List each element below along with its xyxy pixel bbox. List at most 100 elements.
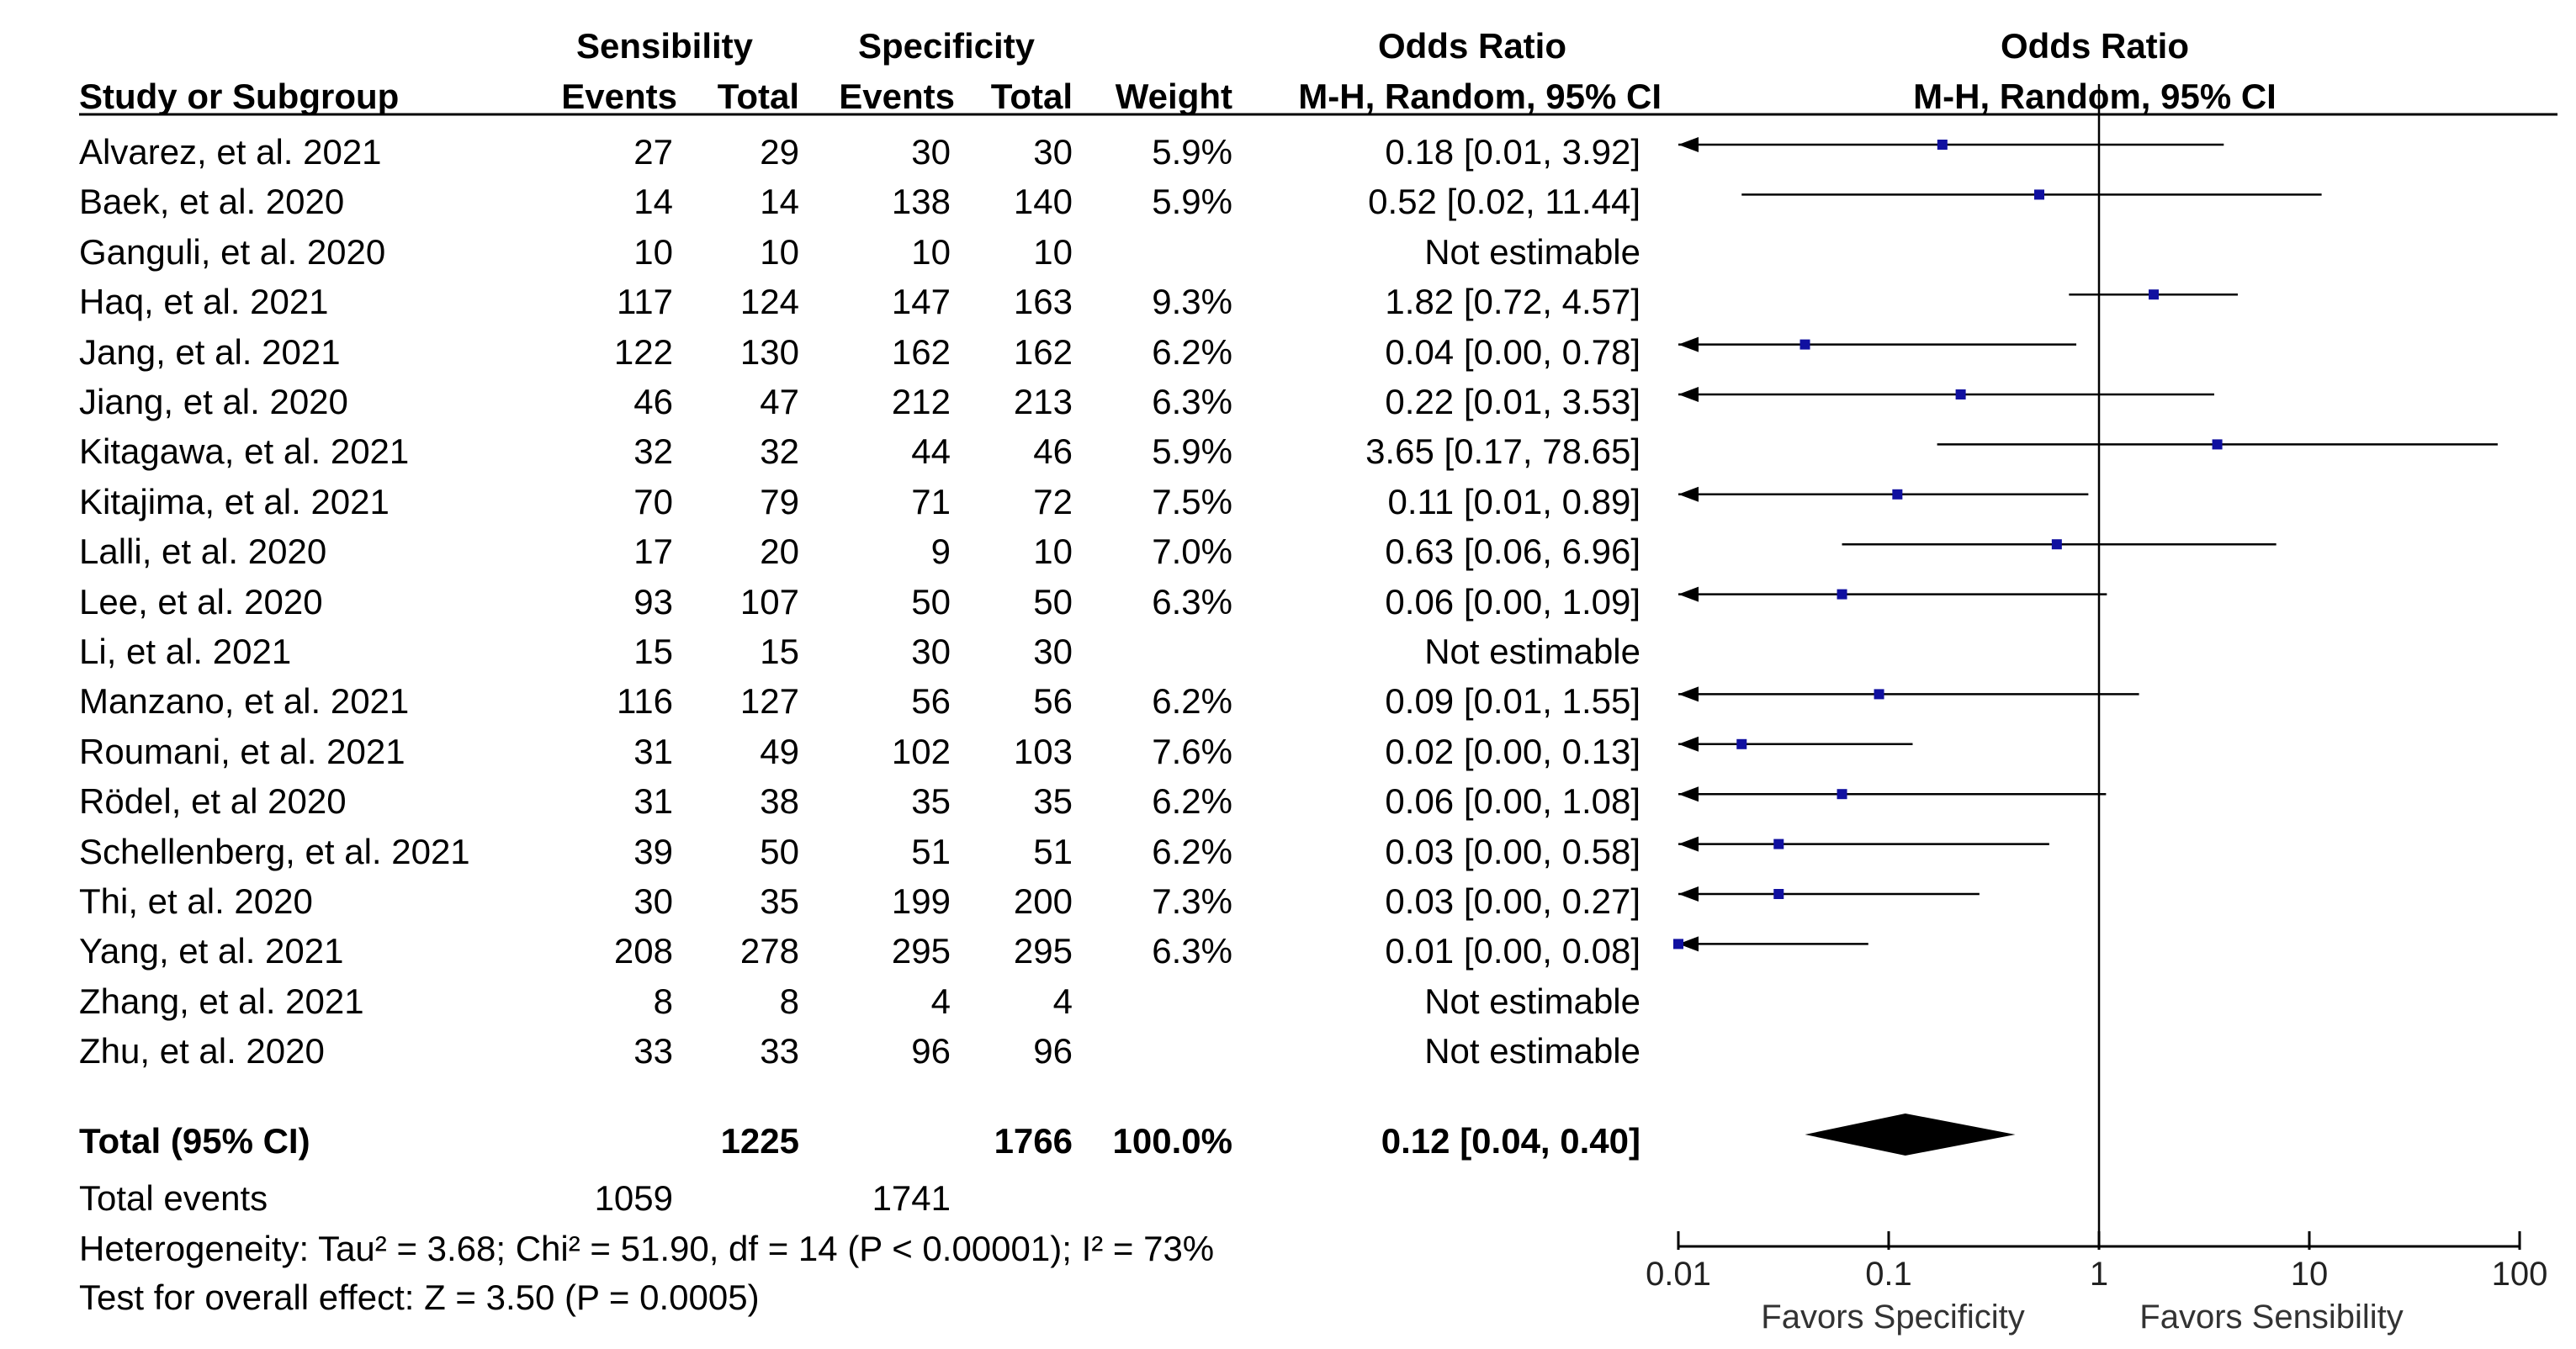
sensibility-total: 8 [779, 981, 799, 1021]
odds-ratio-ci: 0.11 [0.01, 0.89] [1387, 481, 1640, 521]
specificity-events: 199 [891, 881, 951, 921]
specificity-total: 10 [1033, 532, 1073, 572]
weight: 6.3% [1152, 382, 1232, 421]
study-name: Ganguli, et al. 2020 [79, 231, 386, 272]
odds-ratio-ci: 0.03 [0.00, 0.27] [1385, 881, 1640, 921]
total-events-sensibility: 1059 [594, 1178, 673, 1218]
sensibility-events: 116 [617, 681, 673, 722]
specificity-total: 35 [1033, 781, 1073, 822]
study-name: Jang, et al. 2021 [79, 331, 341, 372]
odds-ratio-ci: 0.02 [0.00, 0.13] [1385, 731, 1640, 771]
specificity-total: 56 [1033, 681, 1073, 722]
sensibility-events: 32 [633, 431, 673, 472]
specificity-events: 51 [911, 831, 951, 871]
sensibility-total: 32 [760, 431, 799, 472]
total-events-specificity: 1741 [872, 1178, 951, 1218]
sensibility-events: 17 [633, 532, 673, 572]
ci-arrow [1678, 686, 1699, 702]
point-estimate [1773, 889, 1784, 899]
weight: 5.9% [1152, 182, 1232, 222]
specificity-total: 50 [1033, 581, 1073, 622]
specificity-total: 72 [1033, 481, 1073, 521]
specificity-events: 102 [891, 731, 951, 771]
sensibility-total: 49 [760, 731, 799, 771]
study-name: Manzano, et al. 2021 [79, 681, 410, 722]
weight: 7.6% [1152, 731, 1232, 771]
point-estimate [1837, 789, 1847, 800]
sensibility-total: 33 [760, 1031, 799, 1071]
weight: 7.3% [1152, 881, 1232, 921]
sensibility-events: 208 [613, 931, 673, 971]
specificity-events: 35 [911, 781, 951, 822]
point-estimate [1892, 489, 1903, 500]
weight: 6.3% [1152, 931, 1232, 971]
odds-ratio-ci: 0.09 [0.01, 1.55] [1385, 681, 1640, 722]
specificity-events: 30 [911, 132, 951, 172]
weight: 5.9% [1152, 431, 1232, 472]
specificity-events: 30 [911, 632, 951, 671]
study-name: Zhang, et al. 2021 [79, 981, 364, 1021]
specificity-group-header: Specificity [857, 26, 1036, 66]
study-name: Yang, et al. 2021 [79, 931, 344, 971]
weight: 9.3% [1152, 282, 1232, 322]
point-estimate [1736, 738, 1747, 749]
ci-arrow [1678, 936, 1699, 952]
study-name: Baek, et al. 2020 [79, 182, 345, 222]
specificity-total-header: Total [990, 77, 1073, 116]
pooled-diamond [1805, 1114, 2016, 1156]
sensibility-events: 30 [633, 881, 673, 921]
ci-arrow [1678, 836, 1699, 852]
specificity-total: 30 [1033, 632, 1073, 671]
odds-ratio-ci: 0.18 [0.01, 3.92] [1385, 132, 1640, 172]
specificity-total: 213 [1013, 382, 1073, 421]
sensibility-events: 31 [633, 731, 673, 771]
study-column-header: Study or Subgroup [79, 77, 400, 116]
study-name: Zhu, et al. 2020 [79, 1031, 325, 1071]
specificity-total: 30 [1033, 132, 1073, 172]
sensibility-total-header: Total [717, 77, 799, 116]
specificity-total: 163 [1013, 282, 1073, 322]
odds-ratio-ci: Not estimable [1424, 632, 1640, 671]
sensibility-total: 50 [760, 831, 799, 871]
plot-marks: 0.01 0.1 1 10 100 [79, 84, 2557, 1293]
odds-ratio-ci: Not estimable [1424, 981, 1640, 1021]
or-method-header: M-H, Random, 95% CI [1298, 77, 1662, 116]
specificity-total: 96 [1033, 1031, 1073, 1071]
sensibility-events: 33 [633, 1031, 673, 1071]
ci-arrow [1678, 137, 1699, 152]
sensibility-events: 39 [633, 831, 673, 871]
study-name: Kitagawa, et al. 2021 [79, 431, 410, 472]
sensibility-events: 70 [633, 481, 673, 521]
heterogeneity-text: Heterogeneity: Tau² = 3.68; Chi² = 51.90… [79, 1229, 1215, 1268]
study-name: Jiang, et al. 2020 [79, 382, 348, 421]
sensibility-events: 8 [653, 981, 673, 1021]
odds-ratio-ci: 3.65 [0.17, 78.65] [1365, 431, 1640, 472]
specificity-events: 50 [911, 581, 951, 622]
ci-arrow [1678, 736, 1699, 752]
odds-ratio-ci: 0.52 [0.02, 11.44] [1368, 182, 1640, 222]
specificity-events: 147 [891, 282, 951, 322]
total-events-label: Total events [79, 1178, 268, 1218]
specificity-total: 295 [1013, 931, 1073, 971]
sensibility-total: 38 [760, 781, 799, 822]
specificity-events: 56 [911, 681, 951, 722]
sensibility-events: 93 [633, 581, 673, 622]
plot-method-header: M-H, Random, 95% CI [1913, 77, 2277, 116]
odds-ratio-column-header: Odds Ratio [1377, 26, 1566, 66]
point-estimate [1799, 339, 1810, 350]
specificity-events: 9 [930, 532, 951, 572]
x-tick-label: 0.1 [1865, 1256, 1912, 1293]
sensibility-events: 46 [633, 382, 673, 421]
sensibility-total: 15 [760, 632, 799, 671]
sensibility-events: 117 [617, 282, 673, 322]
total-specificity: 1766 [994, 1121, 1073, 1161]
x-tick-label: 0.01 [1646, 1256, 1711, 1293]
x-tick-label: 10 [2291, 1256, 2329, 1293]
specificity-events: 138 [891, 182, 951, 222]
point-estimate [1837, 589, 1847, 600]
ci-arrow [1678, 886, 1699, 902]
study-name: Kitajima, et al. 2021 [79, 481, 390, 521]
sensibility-events: 31 [633, 781, 673, 822]
odds-ratio-ci: 0.06 [0.00, 1.08] [1385, 781, 1640, 822]
sensibility-total: 127 [739, 681, 799, 722]
